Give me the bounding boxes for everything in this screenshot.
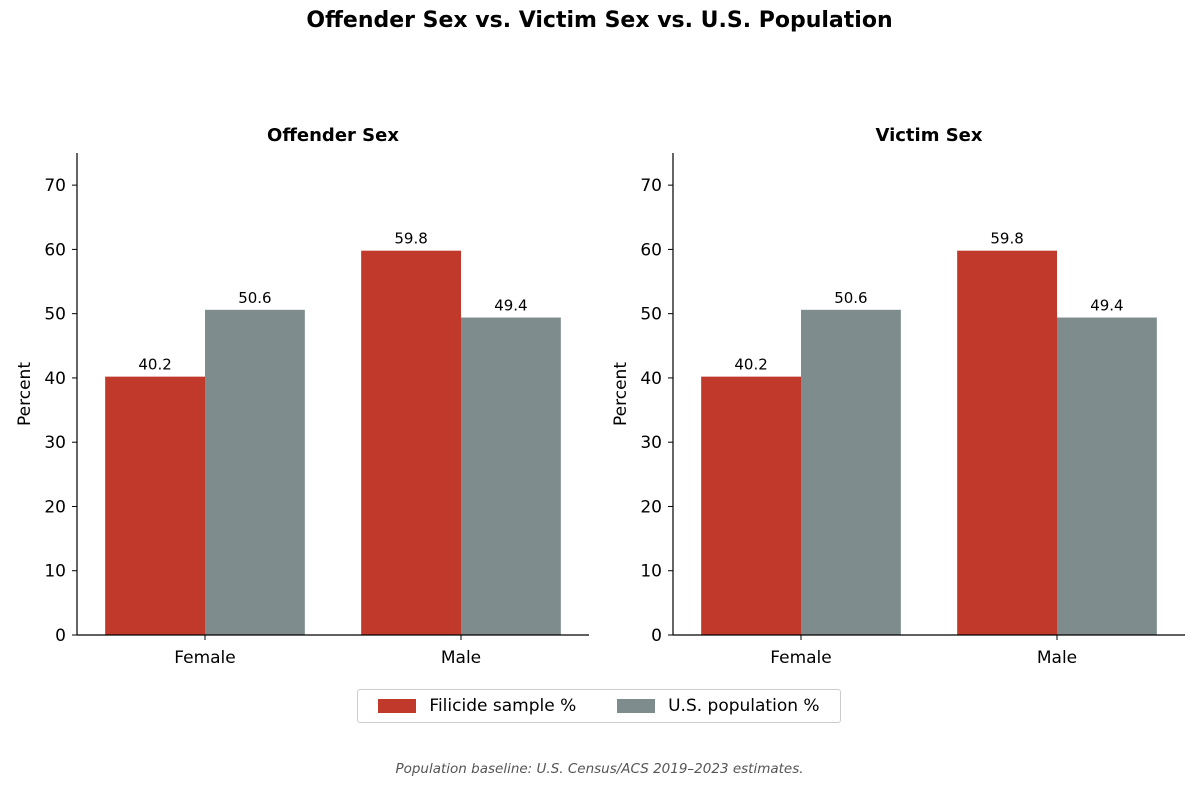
- y-tick-label: 10: [640, 562, 662, 582]
- subplot-title: Victim Sex: [875, 125, 982, 146]
- x-tick-label: Male: [1037, 648, 1077, 668]
- y-axis-label: Percent: [611, 362, 631, 426]
- bar: [361, 250, 461, 635]
- bar: [957, 250, 1057, 635]
- y-tick-label: 70: [44, 176, 66, 196]
- legend-label-filicide: Filicide sample %: [429, 696, 577, 716]
- footnote: Population baseline: U.S. Census/ACS 201…: [395, 761, 804, 777]
- bar-value-label: 59.8: [990, 230, 1023, 248]
- legend: Filicide sample % U.S. population %: [357, 689, 841, 723]
- legend-swatch-population: [617, 699, 656, 713]
- y-tick-label: 20: [44, 497, 66, 517]
- subplot-title: Offender Sex: [267, 125, 399, 146]
- y-axis-label: Percent: [15, 362, 35, 426]
- y-tick-label: 40: [44, 369, 66, 389]
- y-tick-label: 70: [640, 176, 662, 196]
- y-tick-label: 30: [44, 433, 66, 453]
- y-tick-label: 50: [640, 305, 662, 325]
- bar-value-label: 49.4: [1090, 297, 1123, 315]
- bar-value-label: 49.4: [494, 297, 527, 315]
- y-tick-label: 20: [640, 497, 662, 517]
- y-tick-label: 40: [640, 369, 662, 389]
- bar: [105, 376, 205, 635]
- bar-value-label: 59.8: [394, 230, 427, 248]
- y-tick-label: 0: [55, 626, 66, 646]
- y-tick-label: 60: [640, 240, 662, 260]
- bar: [205, 309, 305, 635]
- bar-value-label: 50.6: [834, 289, 867, 307]
- bar: [701, 376, 801, 635]
- y-tick-label: 10: [44, 562, 66, 582]
- y-tick-label: 30: [640, 433, 662, 453]
- bar-value-label: 40.2: [138, 356, 171, 374]
- bar: [461, 317, 561, 635]
- bar-value-label: 40.2: [734, 356, 767, 374]
- legend-item-population: U.S. population %: [617, 696, 820, 716]
- y-tick-label: 0: [651, 626, 662, 646]
- chart-title: Offender Sex vs. Victim Sex vs. U.S. Pop…: [306, 8, 893, 33]
- bar: [801, 309, 901, 635]
- y-tick-label: 60: [44, 240, 66, 260]
- x-tick-label: Female: [174, 648, 235, 668]
- legend-swatch-filicide: [378, 699, 417, 713]
- y-tick-label: 50: [44, 305, 66, 325]
- x-tick-label: Female: [770, 648, 831, 668]
- legend-label-population: U.S. population %: [668, 696, 820, 716]
- x-tick-label: Male: [441, 648, 481, 668]
- bar: [1057, 317, 1157, 635]
- legend-item-filicide: Filicide sample %: [378, 696, 576, 716]
- bar-value-label: 50.6: [238, 289, 271, 307]
